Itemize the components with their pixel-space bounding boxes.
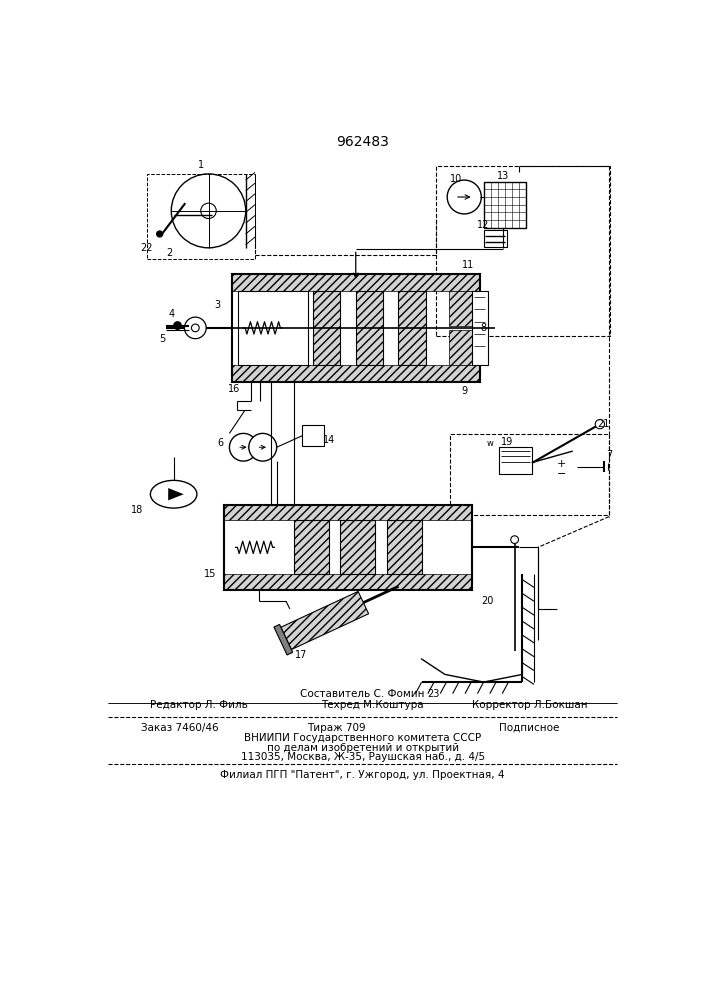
Circle shape <box>192 324 199 332</box>
Text: 962483: 962483 <box>337 135 389 149</box>
Bar <box>303 425 324 446</box>
Circle shape <box>171 174 246 248</box>
Bar <box>356 291 383 365</box>
Text: 7: 7 <box>606 450 612 460</box>
Text: 18: 18 <box>131 505 144 515</box>
Polygon shape <box>168 488 184 500</box>
Text: 13: 13 <box>497 171 509 181</box>
Polygon shape <box>281 591 368 650</box>
Text: по делам изобретений и открытий: по делам изобретений и открытий <box>267 743 459 753</box>
Text: −: − <box>556 469 566 479</box>
Bar <box>472 291 488 365</box>
Text: 1: 1 <box>198 160 204 170</box>
Bar <box>232 274 480 382</box>
Text: 12: 12 <box>477 220 490 230</box>
Text: 14: 14 <box>322 435 334 445</box>
Text: 19: 19 <box>501 437 513 447</box>
Bar <box>238 291 308 365</box>
Circle shape <box>448 180 481 214</box>
Bar <box>146 174 255 259</box>
Text: Филиал ПГП "Патент", г. Ужгород, ул. Проектная, 4: Филиал ПГП "Патент", г. Ужгород, ул. Про… <box>221 770 505 780</box>
Text: ВНИИПИ Государственного комитета СССР: ВНИИПИ Государственного комитета СССР <box>244 733 481 743</box>
Circle shape <box>174 322 182 329</box>
Bar <box>340 520 375 574</box>
Text: Тираж 709: Тираж 709 <box>307 723 366 733</box>
Circle shape <box>595 420 604 429</box>
Text: 23: 23 <box>427 689 440 699</box>
Text: 11: 11 <box>462 260 474 270</box>
Text: 6: 6 <box>217 438 223 448</box>
Text: +: + <box>556 459 566 469</box>
Text: 3: 3 <box>215 300 221 310</box>
Circle shape <box>201 203 216 219</box>
Text: Заказ 7460/46: Заказ 7460/46 <box>141 723 218 733</box>
Text: 20: 20 <box>481 596 493 606</box>
Bar <box>387 520 421 574</box>
Text: Подписное: Подписное <box>499 723 559 733</box>
Text: 113035, Москва, Ж-35, Раушская наб., д. 4/5: 113035, Москва, Ж-35, Раушская наб., д. … <box>240 752 485 762</box>
Circle shape <box>156 231 163 237</box>
Text: Корректор Л.Бокшан: Корректор Л.Бокшан <box>472 700 588 710</box>
Text: 15: 15 <box>204 569 216 579</box>
Bar <box>232 274 480 291</box>
Text: 16: 16 <box>228 384 240 394</box>
Bar <box>484 230 507 247</box>
Bar <box>293 520 329 574</box>
Text: 21: 21 <box>597 419 610 429</box>
Bar <box>499 447 532 474</box>
Bar <box>450 434 609 515</box>
Bar <box>313 291 340 365</box>
Polygon shape <box>274 624 293 655</box>
Text: Составитель С. Фомин: Составитель С. Фомин <box>300 689 425 699</box>
Text: 4: 4 <box>169 309 175 319</box>
Bar <box>398 291 426 365</box>
Bar <box>224 505 472 520</box>
Text: Техред М.Коштура: Техред М.Коштура <box>321 700 423 710</box>
Bar <box>398 291 426 365</box>
Bar <box>484 182 526 228</box>
Text: Редактор Л. Филь: Редактор Л. Филь <box>151 700 248 710</box>
Bar <box>356 291 383 365</box>
Bar <box>449 291 472 326</box>
Text: 17: 17 <box>296 650 308 660</box>
Bar <box>313 291 340 365</box>
Text: 5: 5 <box>160 334 166 344</box>
Circle shape <box>510 536 518 544</box>
Bar <box>449 330 472 365</box>
Bar <box>232 365 480 382</box>
Bar <box>224 505 472 590</box>
Bar <box>340 520 375 574</box>
Bar <box>224 574 472 590</box>
Bar <box>293 520 329 574</box>
Bar <box>387 520 421 574</box>
Text: 10: 10 <box>450 174 462 184</box>
Text: 2: 2 <box>167 248 173 258</box>
Text: 9: 9 <box>461 386 467 396</box>
Text: 8: 8 <box>481 323 486 333</box>
Ellipse shape <box>151 480 197 508</box>
Bar <box>436 166 610 336</box>
Circle shape <box>230 433 257 461</box>
Circle shape <box>185 317 206 339</box>
Text: w: w <box>486 439 493 448</box>
Text: 22: 22 <box>140 243 153 253</box>
Circle shape <box>249 433 276 461</box>
